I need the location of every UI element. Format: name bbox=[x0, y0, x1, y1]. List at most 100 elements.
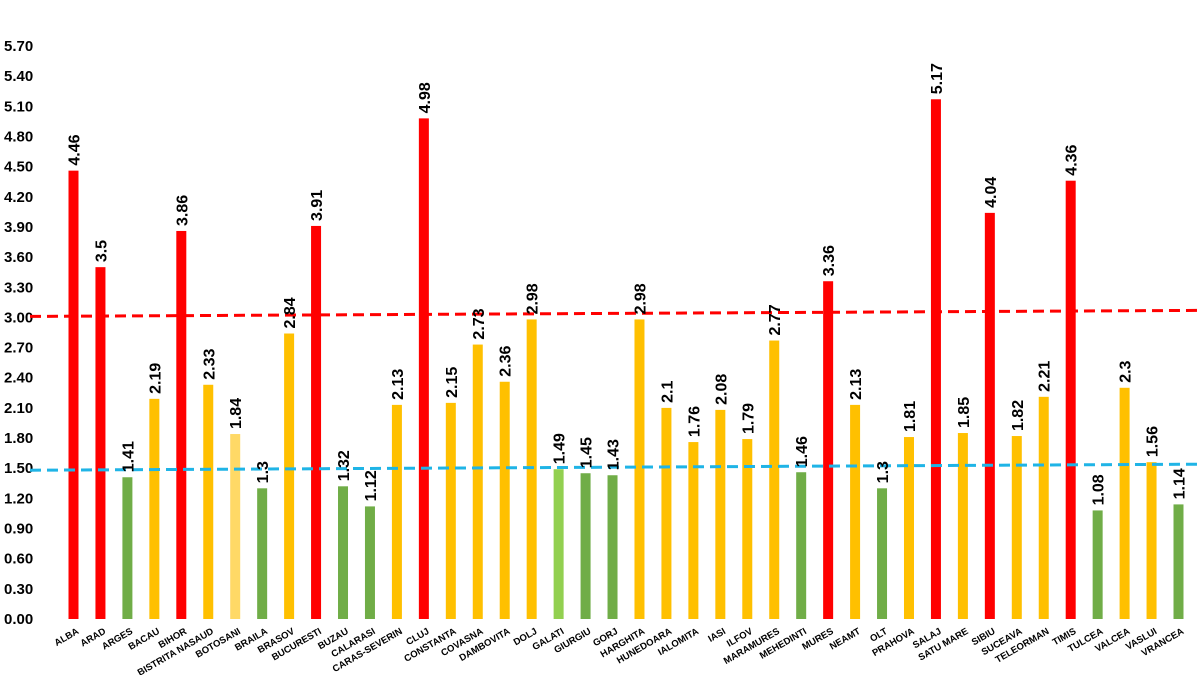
y-tick-label: 1.80 bbox=[4, 430, 33, 447]
data-label: 2.21 bbox=[1037, 361, 1054, 392]
bar-bucuresti bbox=[311, 225, 322, 619]
bar-ilfov bbox=[742, 439, 753, 619]
bar-dambovita bbox=[499, 381, 510, 619]
x-tick-label: ALBA bbox=[53, 626, 81, 649]
data-label: 3.36 bbox=[821, 245, 838, 276]
bar-covasna bbox=[472, 344, 483, 619]
y-tick-label: 0.90 bbox=[4, 521, 33, 538]
data-label: 1.12 bbox=[363, 470, 380, 501]
bar-braila bbox=[257, 488, 268, 619]
data-label: 1.49 bbox=[552, 433, 569, 464]
bar-iasi bbox=[715, 409, 726, 619]
bar-vrancea bbox=[1173, 504, 1184, 619]
x-tick-label: NEAMT bbox=[828, 626, 863, 653]
data-label: 2.36 bbox=[498, 346, 515, 377]
data-label: 1.41 bbox=[120, 441, 137, 472]
bar-cluj bbox=[418, 118, 429, 620]
bar-ialomita bbox=[688, 442, 699, 619]
y-tick-label: 3.90 bbox=[4, 219, 33, 236]
y-tick-label: 2.70 bbox=[4, 340, 33, 357]
y-tick-label: 2.10 bbox=[4, 400, 33, 417]
data-label: 2.3 bbox=[1118, 360, 1135, 382]
bar-suceava bbox=[1011, 436, 1022, 619]
data-label: 1.76 bbox=[686, 406, 703, 437]
bar-tulcea bbox=[1092, 510, 1103, 619]
y-tick-label: 0.00 bbox=[4, 611, 33, 628]
data-label: 1.3 bbox=[255, 461, 272, 483]
bar-mures bbox=[823, 281, 834, 619]
bar-bistrita-nasaud bbox=[203, 384, 214, 619]
bar-galati bbox=[553, 469, 564, 619]
bar-gorj bbox=[607, 475, 618, 619]
data-label: 4.98 bbox=[417, 82, 434, 113]
data-label: 2.33 bbox=[201, 349, 218, 380]
bar-constanta bbox=[445, 402, 456, 619]
data-label: 2.77 bbox=[767, 304, 784, 335]
y-axis: 0.00 0.30 0.60 0.90 1.20 1.50 1.80 2.10 2.40 2.70… bbox=[4, 38, 33, 628]
x-tick-label: IASI bbox=[706, 626, 728, 645]
y-tick-label: 3.30 bbox=[4, 279, 33, 296]
data-label: 1.81 bbox=[902, 401, 919, 432]
data-label: 2.08 bbox=[713, 374, 730, 405]
lower-threshold-line bbox=[29, 462, 1199, 472]
bar-botosani bbox=[230, 434, 241, 619]
y-tick-label: 5.40 bbox=[4, 68, 33, 85]
bar-sibiu bbox=[984, 212, 995, 619]
data-label: 2.19 bbox=[147, 363, 164, 394]
data-label: 2.73 bbox=[471, 308, 488, 339]
bar-hunedoara bbox=[661, 407, 672, 619]
bar-arges bbox=[122, 477, 133, 619]
data-label: 1.3 bbox=[875, 461, 892, 483]
data-label: 3.86 bbox=[174, 195, 191, 226]
y-tick-label: 4.50 bbox=[4, 159, 33, 176]
data-label: 1.45 bbox=[579, 437, 596, 468]
bar-vaslui bbox=[1146, 462, 1157, 619]
bar-maramures bbox=[769, 340, 780, 619]
bar-salaj bbox=[930, 99, 941, 620]
bar-timis bbox=[1065, 180, 1076, 619]
y-tick-label: 1.20 bbox=[4, 490, 33, 507]
data-label: 4.04 bbox=[983, 177, 1000, 208]
data-label: 1.84 bbox=[228, 398, 245, 429]
y-tick-label: 3.00 bbox=[4, 309, 33, 326]
bar-alba bbox=[68, 170, 79, 619]
data-labels: 4.46 3.5 1.41 2.19 3.86 2.33 1.84 1.3 2.84 3.91 1.… bbox=[67, 63, 1189, 505]
bar-olt bbox=[877, 488, 888, 619]
data-label: 4.36 bbox=[1064, 144, 1081, 175]
bar-brasov bbox=[284, 333, 295, 619]
bar-teleorman bbox=[1038, 396, 1049, 619]
bar-valcea bbox=[1119, 387, 1130, 619]
bar-caras-severin bbox=[391, 404, 402, 619]
y-tick-label: 0.30 bbox=[4, 581, 33, 598]
data-label: 1.46 bbox=[794, 436, 811, 467]
bar-arad bbox=[95, 267, 106, 619]
bar-satu-mare bbox=[957, 433, 968, 619]
bar-bacau bbox=[149, 398, 160, 619]
bar-prahova bbox=[903, 437, 914, 619]
data-label: 1.32 bbox=[336, 450, 353, 481]
bar-giurgiu bbox=[580, 473, 591, 619]
bar-calarasi bbox=[364, 506, 375, 619]
y-tick-label: 5.10 bbox=[4, 98, 33, 115]
data-label: 3.5 bbox=[93, 240, 110, 262]
bars bbox=[68, 99, 1184, 620]
data-label: 1.43 bbox=[606, 439, 623, 470]
data-label: 2.98 bbox=[525, 283, 542, 314]
data-label: 1.82 bbox=[1010, 400, 1027, 431]
y-tick-label: 2.40 bbox=[4, 370, 33, 387]
reference-lines bbox=[29, 308, 1199, 472]
data-label: 1.14 bbox=[1172, 468, 1189, 499]
data-label: 2.13 bbox=[390, 369, 407, 400]
bar-buzau bbox=[338, 486, 349, 619]
data-label: 5.17 bbox=[929, 63, 946, 94]
data-label: 1.85 bbox=[956, 397, 973, 428]
upper-threshold-line bbox=[29, 308, 1199, 318]
bar-harghita bbox=[634, 319, 645, 619]
bar-bihor bbox=[176, 230, 187, 619]
data-label: 2.98 bbox=[632, 283, 649, 314]
data-label: 2.1 bbox=[659, 381, 676, 403]
data-label: 4.46 bbox=[67, 134, 84, 165]
bar-neamt bbox=[850, 404, 861, 619]
